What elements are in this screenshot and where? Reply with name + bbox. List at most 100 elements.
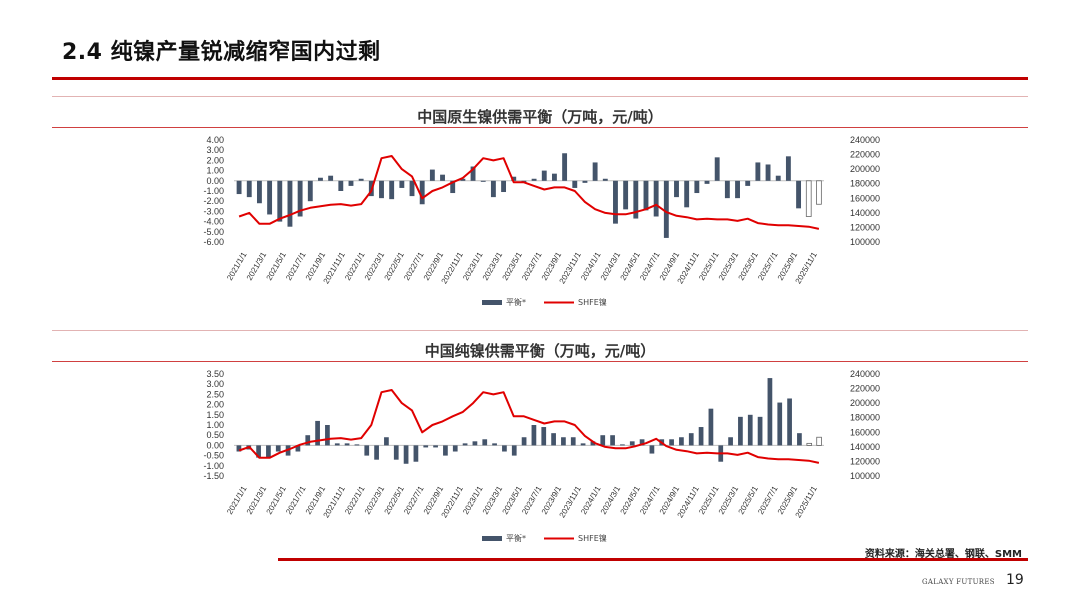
footer-rule bbox=[278, 558, 1028, 561]
balance-bar bbox=[674, 180, 679, 198]
balance-bar bbox=[806, 442, 813, 446]
y-tick-label: -2.00 bbox=[203, 196, 224, 206]
balance-bar bbox=[592, 162, 598, 181]
balance-bar bbox=[344, 443, 350, 446]
balance-bar bbox=[623, 180, 629, 210]
balance-bar bbox=[374, 445, 379, 460]
balance-bar bbox=[358, 178, 364, 181]
balance-bar bbox=[663, 180, 669, 238]
balance-bar bbox=[708, 408, 714, 446]
chart-pure-nickel-balance: 3.503.002.502.001.501.000.500.00-0.50-1.… bbox=[203, 369, 880, 543]
shfe-nickel-price-line bbox=[238, 389, 820, 464]
balance-bar bbox=[590, 441, 596, 446]
y2-tick-label: 180000 bbox=[850, 413, 880, 423]
y2-tick-label: 160000 bbox=[850, 193, 880, 203]
chart-title-rule bbox=[52, 127, 1028, 128]
balance-bar bbox=[393, 445, 399, 460]
balance-bar bbox=[704, 180, 710, 184]
balance-bar bbox=[755, 162, 761, 181]
balance-bar bbox=[757, 416, 763, 446]
balance-bar bbox=[423, 445, 429, 448]
balance-bar bbox=[643, 180, 649, 211]
y-tick-label: -1.00 bbox=[203, 461, 224, 471]
balance-bar bbox=[694, 180, 700, 194]
balance-bar bbox=[649, 445, 655, 454]
chart-title: 中国原生镍供需平衡（万吨，元/吨） bbox=[417, 108, 663, 126]
balance-bar bbox=[582, 180, 588, 183]
balance-bar bbox=[460, 178, 466, 181]
balance-bar bbox=[338, 180, 344, 191]
balance-bar bbox=[797, 433, 802, 446]
balance-bar bbox=[472, 441, 478, 446]
balance-bar bbox=[275, 445, 281, 452]
y2-tick-label: 120000 bbox=[850, 222, 880, 232]
balance-bar bbox=[413, 445, 419, 462]
y-tick-label: 0.00 bbox=[206, 440, 224, 450]
balance-bar bbox=[572, 180, 578, 188]
balance-bar bbox=[551, 173, 557, 181]
balance-bar bbox=[698, 427, 704, 446]
y-tick-label: 2.00 bbox=[206, 400, 224, 410]
y2-tick-label: 220000 bbox=[850, 150, 880, 160]
balance-bar bbox=[570, 437, 576, 446]
y2-tick-label: 200000 bbox=[850, 164, 880, 174]
balance-bar bbox=[602, 178, 608, 181]
balance-bar bbox=[384, 437, 389, 446]
balance-bar bbox=[765, 164, 771, 181]
y2-tick-label: 160000 bbox=[850, 427, 880, 437]
balance-bar bbox=[305, 435, 311, 446]
balance-bar bbox=[816, 436, 822, 446]
balance-bar bbox=[429, 169, 435, 181]
page-number: 19 bbox=[1006, 572, 1024, 588]
balance-bar bbox=[787, 398, 792, 446]
balance-bar bbox=[653, 180, 659, 217]
balance-bar bbox=[246, 180, 252, 198]
y-tick-label: -1.50 bbox=[203, 471, 224, 481]
y-tick-label: -5.00 bbox=[203, 227, 224, 237]
balance-bar bbox=[379, 180, 384, 199]
balance-bar bbox=[620, 444, 625, 446]
balance-bar bbox=[433, 445, 438, 448]
y-tick-label: 4.00 bbox=[206, 135, 224, 145]
balance-bar bbox=[267, 180, 273, 215]
balance-bar bbox=[277, 180, 283, 222]
balance-bar bbox=[482, 439, 488, 446]
y-tick-label: 0.50 bbox=[206, 430, 224, 440]
y-tick-label: 0.00 bbox=[206, 176, 224, 186]
balance-bar bbox=[364, 445, 370, 456]
balance-bar bbox=[462, 443, 468, 446]
y-tick-label: 2.00 bbox=[206, 155, 224, 165]
balance-bar bbox=[348, 180, 354, 186]
balance-bar bbox=[633, 180, 639, 219]
chart-title: 中国纯镍供需平衡（万吨，元/吨） bbox=[424, 342, 656, 360]
y2-tick-label: 220000 bbox=[850, 384, 880, 394]
balance-bar bbox=[502, 445, 507, 452]
balance-bar bbox=[440, 174, 445, 181]
balance-bar bbox=[480, 180, 486, 182]
balance-bar bbox=[450, 180, 456, 194]
y2-tick-label: 240000 bbox=[850, 369, 880, 379]
balance-bar bbox=[562, 153, 568, 181]
panel-top-rule bbox=[52, 96, 1028, 97]
y-tick-label: 3.00 bbox=[206, 379, 224, 389]
source-note: 资料来源：海关总署、钢联、SMM bbox=[864, 549, 1022, 560]
balance-bar bbox=[745, 180, 751, 186]
y2-tick-label: 140000 bbox=[850, 208, 880, 218]
balance-bar bbox=[318, 177, 323, 181]
y-tick-label: -0.50 bbox=[203, 451, 224, 461]
balance-bar bbox=[266, 445, 271, 458]
balance-bar bbox=[354, 444, 360, 446]
legend-bar-swatch bbox=[482, 536, 502, 541]
y2-tick-label: 100000 bbox=[850, 471, 880, 481]
page-title: 2.4 纯镍产量锐减缩窄国内过剩 bbox=[62, 40, 381, 65]
legend-bar-swatch bbox=[482, 300, 502, 305]
y-tick-label: -4.00 bbox=[203, 217, 224, 227]
balance-bar bbox=[600, 435, 606, 446]
chart-title-rule bbox=[52, 361, 1028, 362]
shfe-nickel-price-line bbox=[238, 155, 820, 230]
balance-bar bbox=[236, 180, 242, 195]
legend-line-label: SHFE镍 bbox=[578, 533, 607, 543]
chart-primary-nickel-balance: 4.003.002.001.000.00-1.00-2.00-3.00-4.00… bbox=[203, 135, 880, 307]
balance-bar bbox=[796, 180, 802, 209]
chart-panel-pure-nickel: 中国纯镍供需平衡（万吨，元/吨） 3.50 3.00 2.50 2.00 1.50 1.0… bbox=[52, 330, 1028, 558]
